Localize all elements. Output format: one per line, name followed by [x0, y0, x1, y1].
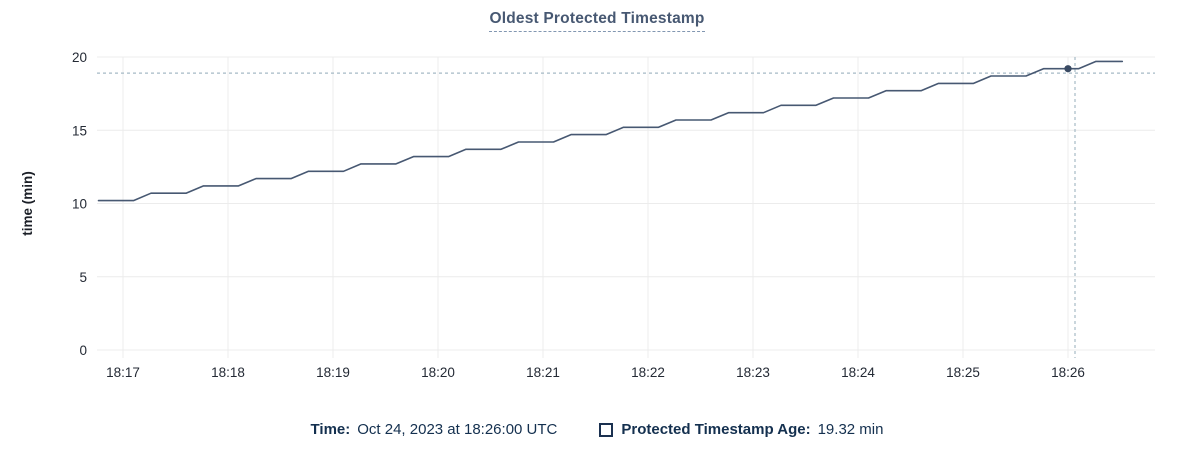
chart-plot-area[interactable]: 0 5 10 15 20 18:17 18:18 18:19 18:20 18:21 18:22 18… [0, 0, 1194, 410]
x-tick-label: 18:25 [946, 365, 980, 380]
series-line [97, 60, 1124, 202]
tooltip-series-label: Protected Timestamp Age: [621, 421, 811, 438]
x-tick-label: 18:26 [1051, 365, 1085, 380]
x-tick-label: 18:21 [526, 365, 560, 380]
y-tick-label: 20 [72, 50, 87, 65]
x-tick-label: 18:17 [106, 365, 140, 380]
x-tick-label: 18:23 [736, 365, 770, 380]
x-tick-label: 18:18 [211, 365, 245, 380]
series-swatch-icon [599, 422, 614, 437]
tooltip-time-group: Time: Oct 24, 2023 at 18:26:00 UTC [311, 421, 558, 438]
x-tick-label: 18:19 [316, 365, 350, 380]
y-axis-title: time (min) [20, 171, 35, 236]
y-tick-label: 0 [79, 343, 87, 358]
tooltip-series-group: Protected Timestamp Age: 19.32 min [599, 421, 883, 438]
tooltip-time-label: Time: [310, 421, 351, 438]
x-tick-label: 18:20 [421, 365, 455, 380]
hover-point-dot [1064, 65, 1072, 73]
y-tick-label: 5 [79, 270, 87, 285]
tooltip-time-value: Oct 24, 2023 at 18:26:00 UTC [357, 421, 558, 438]
x-tick-label: 18:22 [631, 365, 665, 380]
chart-header: Oldest Protected Timestamp [0, 10, 1194, 32]
y-tick-label: 15 [72, 123, 87, 138]
hover-tooltip-legend: Time: Oct 24, 2023 at 18:26:00 UTC Prote… [0, 421, 1194, 438]
x-tick-label: 18:24 [841, 365, 875, 380]
y-tick-label: 10 [72, 197, 87, 212]
chart-title[interactable]: Oldest Protected Timestamp [489, 10, 705, 32]
tooltip-series-value: 19.32 min [817, 421, 884, 438]
